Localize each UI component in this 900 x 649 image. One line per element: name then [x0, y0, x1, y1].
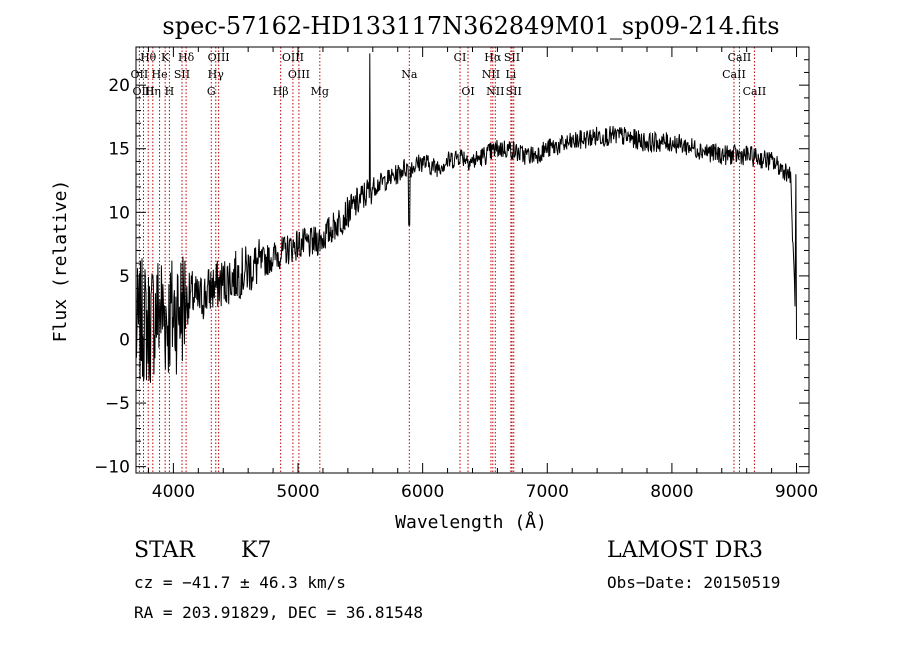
spectrum-line: [135, 53, 797, 383]
axis-ticks: 4000 5000 6000 7000 8000 9000 −10 −5 0 5 10 15 20: [94, 47, 818, 502]
y-tick-label-0: −10: [94, 458, 130, 478]
line-label-19: Hη: [145, 85, 161, 98]
line-label-17: CaII: [722, 68, 746, 81]
line-label-16: Li: [505, 68, 516, 81]
line-label-4: OIII: [282, 51, 304, 64]
line-label-22: Hβ: [273, 85, 289, 98]
y-axis-label: Flux (relative): [50, 180, 71, 343]
y-tick-label-3: 5: [119, 267, 130, 287]
line-label-0: Hθ: [140, 51, 157, 64]
y-tick-label-1: −5: [105, 394, 130, 414]
line-label-2: Hδ: [178, 51, 195, 64]
line-label-9: OII: [131, 68, 149, 81]
line-label-21: G: [207, 85, 216, 98]
line-label-13: OIII: [288, 68, 310, 81]
y-tick-label-6: 20: [108, 76, 130, 96]
x-tick-label-4: 8000: [650, 482, 693, 502]
chart-title: spec-57162-HD133117N362849M01_sp09-214.f…: [162, 12, 779, 40]
x-tick-label-3: 7000: [526, 482, 569, 502]
line-label-25: NII: [486, 85, 504, 98]
line-label-18: OIII: [132, 85, 154, 98]
coordinates: RA = 203.91829, DEC = 36.81548: [134, 603, 423, 622]
line-label-14: Na: [401, 68, 418, 81]
line-label-26: SII: [506, 85, 522, 98]
x-tick-label-5: 9000: [775, 482, 818, 502]
line-label-20: H: [165, 85, 175, 98]
observation-date: Obs−Date: 20150519: [607, 573, 781, 592]
line-label-10: He: [152, 68, 168, 81]
line-label-1: K: [161, 51, 170, 64]
survey-name: LAMOST DR3: [607, 538, 763, 563]
line-label-15: NII: [482, 68, 500, 81]
plot-frame: [135, 46, 810, 474]
y-tick-label-4: 10: [108, 203, 130, 223]
x-tick-label-2: 6000: [401, 482, 444, 502]
y-tick-label-2: 0: [119, 330, 130, 350]
object-class: STAR: [134, 538, 195, 563]
line-label-6: Hα: [484, 51, 502, 64]
line-label-3: OIII: [208, 51, 230, 64]
x-axis-label: Wavelength (Å): [395, 511, 547, 533]
line-label-24: OI: [461, 85, 474, 98]
line-label-8: CaII: [728, 51, 752, 64]
line-label-7: SII: [504, 51, 520, 64]
line-label-11: SII: [174, 68, 190, 81]
spectrum-layer: [135, 53, 797, 383]
redshift-cz: cz = −41.7 ± 46.3 km/s: [134, 573, 346, 592]
x-tick-label-1: 5000: [276, 482, 319, 502]
y-tick-label-5: 15: [108, 140, 130, 160]
x-tick-label-0: 4000: [152, 482, 195, 502]
line-label-27: CaII: [743, 85, 767, 98]
line-label-12: Hγ: [208, 68, 225, 81]
object-subclass: K7: [241, 538, 272, 563]
line-label-23: Mg: [311, 85, 329, 98]
line-label-5: CI: [454, 51, 467, 64]
